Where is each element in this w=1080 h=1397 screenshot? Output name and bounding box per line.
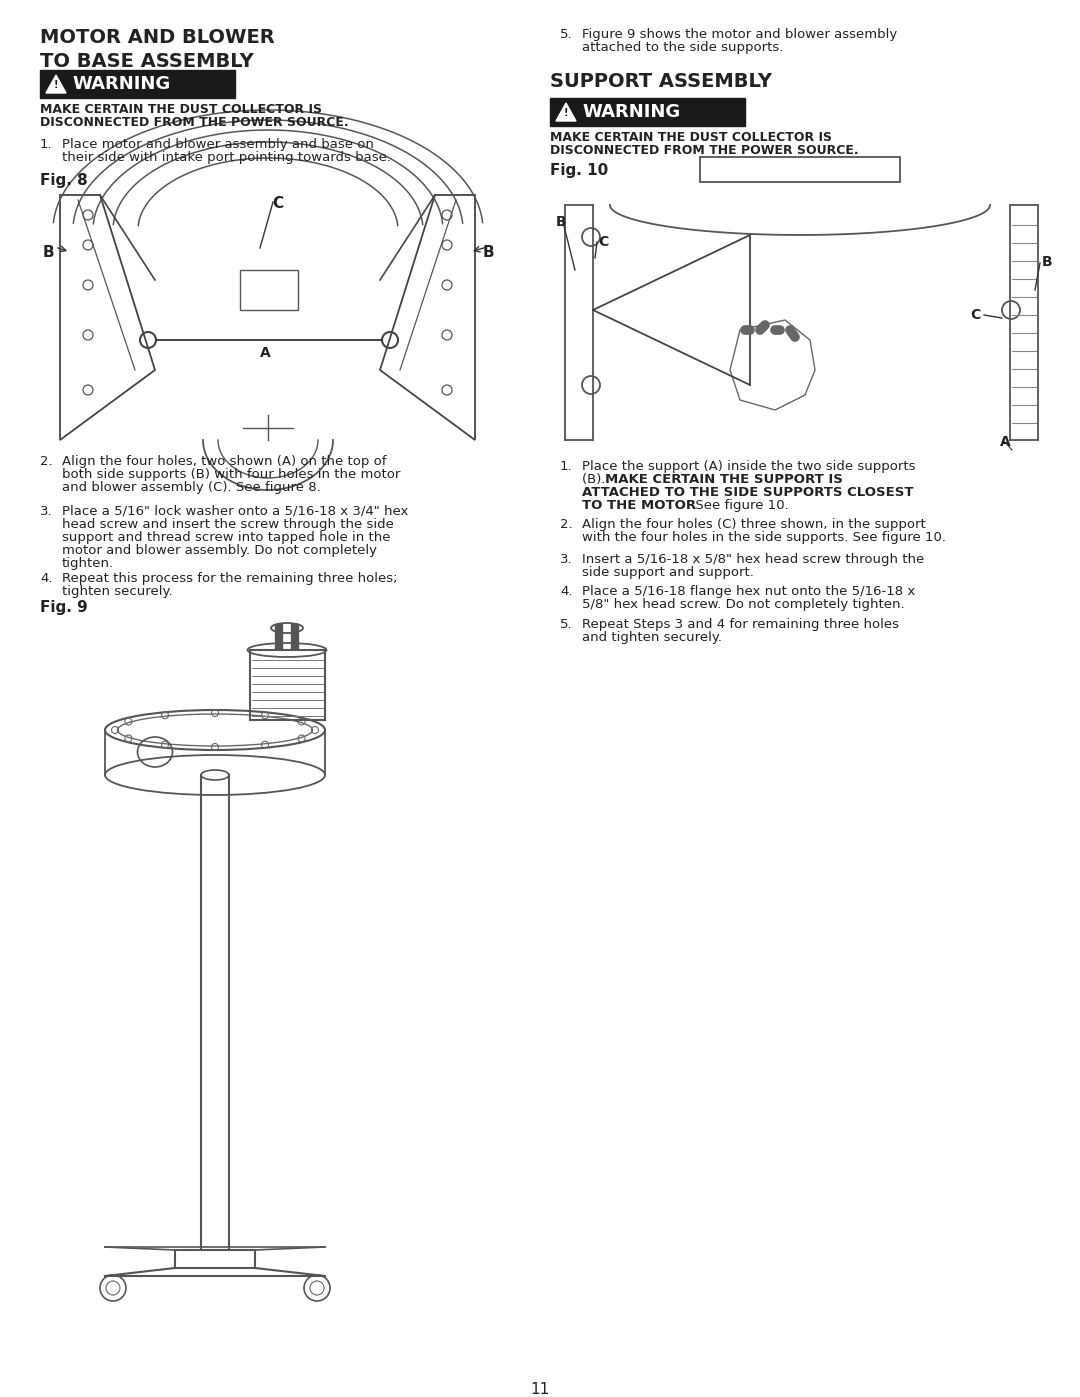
Text: B: B — [556, 215, 567, 229]
Text: ATTACHED TO THE SIDE SUPPORTS CLOSEST: ATTACHED TO THE SIDE SUPPORTS CLOSEST — [582, 486, 914, 499]
Text: tighten.: tighten. — [62, 557, 114, 570]
Text: SUPPORT ASSEMBLY: SUPPORT ASSEMBLY — [550, 73, 772, 91]
Text: Place a 5/16" lock washer onto a 5/16-18 x 3/4" hex: Place a 5/16" lock washer onto a 5/16-18… — [62, 504, 408, 518]
Text: 4.: 4. — [40, 571, 53, 585]
Text: 5.: 5. — [561, 617, 572, 631]
Text: 1.: 1. — [40, 138, 53, 151]
Text: TO BASE ASSEMBLY: TO BASE ASSEMBLY — [40, 52, 254, 71]
Text: their side with intake port pointing towards base.: their side with intake port pointing tow… — [62, 151, 391, 163]
Text: Fig. 10: Fig. 10 — [550, 163, 608, 177]
Text: MAKE CERTAIN THE DUST COLLECTOR IS: MAKE CERTAIN THE DUST COLLECTOR IS — [40, 103, 322, 116]
Text: WARNING: WARNING — [582, 103, 680, 122]
Text: Align the four holes (C) three shown, in the support: Align the four holes (C) three shown, in… — [582, 518, 926, 531]
Text: Repeat this process for the remaining three holes;: Repeat this process for the remaining th… — [62, 571, 397, 585]
Text: head screw and insert the screw through the side: head screw and insert the screw through … — [62, 518, 394, 531]
Text: C: C — [970, 307, 981, 321]
Text: 4.: 4. — [561, 585, 572, 598]
Text: B: B — [43, 244, 55, 260]
Text: A: A — [259, 346, 270, 360]
Text: Align the four holes, two shown (A) on the top of: Align the four holes, two shown (A) on t… — [62, 455, 387, 468]
Text: C: C — [272, 196, 284, 211]
Text: Fig. 9: Fig. 9 — [40, 599, 87, 615]
Text: !: ! — [54, 80, 58, 89]
Text: support and thread screw into tapped hole in the: support and thread screw into tapped hol… — [62, 531, 391, 543]
Text: DISCONNECTED FROM THE POWER SOURCE.: DISCONNECTED FROM THE POWER SOURCE. — [550, 144, 859, 156]
Text: 1.: 1. — [561, 460, 572, 474]
Text: Figure 9 shows the motor and blower assembly: Figure 9 shows the motor and blower asse… — [582, 28, 897, 41]
Text: 5.: 5. — [561, 28, 572, 41]
Text: MOTOR AND BLOWER: MOTOR AND BLOWER — [40, 28, 274, 47]
Text: 2.: 2. — [561, 518, 572, 531]
Text: WARNING: WARNING — [72, 75, 171, 94]
Text: !: ! — [564, 108, 568, 117]
Text: side support and support.: side support and support. — [582, 566, 754, 578]
Text: A: A — [1000, 434, 1011, 448]
Text: Place the support (A) inside the two side supports: Place the support (A) inside the two sid… — [582, 460, 916, 474]
Bar — [700, 156, 900, 182]
Text: Repeat Steps 3 and 4 for remaining three holes: Repeat Steps 3 and 4 for remaining three… — [582, 617, 899, 631]
Text: 11: 11 — [530, 1382, 550, 1397]
Text: attached to the side supports.: attached to the side supports. — [582, 41, 783, 54]
Text: Place a 5/16-18 flange hex nut onto the 5/16-18 x: Place a 5/16-18 flange hex nut onto the … — [582, 585, 915, 598]
Text: 5/8" hex head screw. Do not completely tighten.: 5/8" hex head screw. Do not completely t… — [582, 598, 905, 610]
Text: with the four holes in the side supports. See figure 10.: with the four holes in the side supports… — [582, 531, 946, 543]
Text: 2.: 2. — [40, 455, 53, 468]
Text: B: B — [483, 244, 495, 260]
Text: 3.: 3. — [561, 553, 572, 566]
Text: Insert a 5/16-18 x 5/8" hex head screw through the: Insert a 5/16-18 x 5/8" hex head screw t… — [582, 553, 924, 566]
Text: MAKE CERTAIN THE SUPPORT IS: MAKE CERTAIN THE SUPPORT IS — [605, 474, 842, 486]
Text: B: B — [1042, 256, 1053, 270]
Text: both side supports (B) with four holes in the motor: both side supports (B) with four holes i… — [62, 468, 401, 481]
Text: TO THE MOTOR: TO THE MOTOR — [582, 499, 697, 511]
Text: tighten securely.: tighten securely. — [62, 585, 173, 598]
Text: 3.: 3. — [40, 504, 53, 518]
Ellipse shape — [271, 623, 303, 633]
Text: MAKE CERTAIN THE DUST COLLECTOR IS: MAKE CERTAIN THE DUST COLLECTOR IS — [550, 131, 832, 144]
Text: motor and blower assembly. Do not completely: motor and blower assembly. Do not comple… — [62, 543, 377, 557]
Polygon shape — [556, 103, 576, 122]
Text: Place motor and blower assembly and base on: Place motor and blower assembly and base… — [62, 138, 374, 151]
Text: and blower assembly (C). See figure 8.: and blower assembly (C). See figure 8. — [62, 481, 321, 495]
Text: . See figure 10.: . See figure 10. — [687, 499, 788, 511]
Bar — [550, 98, 745, 126]
Text: and tighten securely.: and tighten securely. — [582, 631, 723, 644]
Polygon shape — [46, 75, 66, 94]
Text: DISCONNECTED FROM THE POWER SOURCE.: DISCONNECTED FROM THE POWER SOURCE. — [40, 116, 349, 129]
Bar — [175, 1250, 255, 1268]
Bar — [240, 270, 298, 310]
Bar — [249, 650, 325, 719]
Bar — [40, 70, 235, 98]
Text: Fig. 8: Fig. 8 — [40, 173, 87, 189]
Text: (B).: (B). — [582, 474, 610, 486]
Text: C: C — [598, 235, 608, 249]
